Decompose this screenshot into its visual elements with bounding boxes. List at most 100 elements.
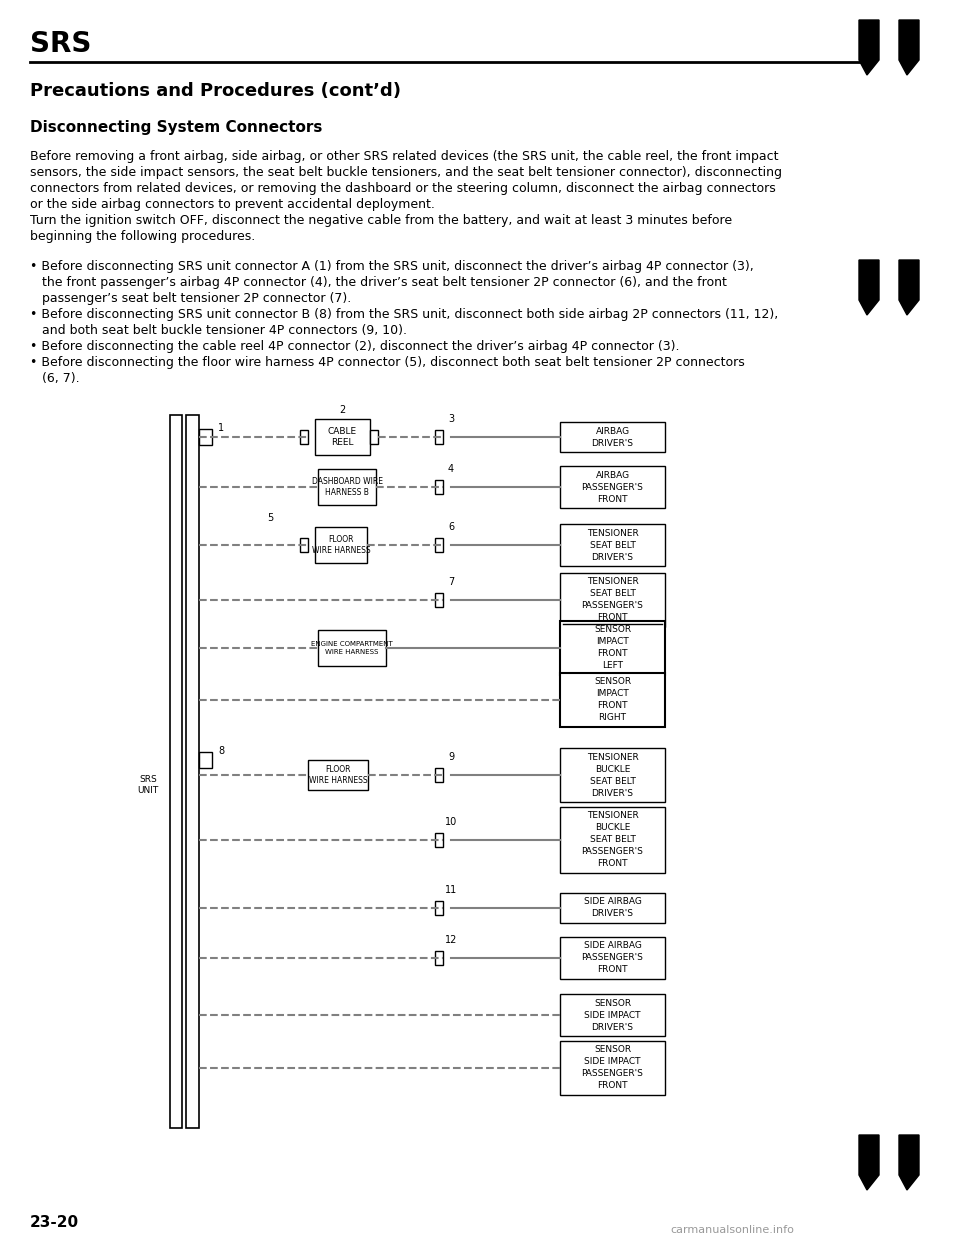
Text: DRIVER'S: DRIVER'S [591,438,634,447]
Bar [435,592,443,607]
Text: SIDE AIRBAG: SIDE AIRBAG [584,898,641,907]
Text: PASSENGER'S: PASSENGER'S [582,954,643,963]
Text: 10: 10 [444,817,457,827]
Text: BUCKLE: BUCKLE [595,765,630,774]
Text: 7: 7 [448,578,454,587]
Text: IMPACT: IMPACT [596,689,629,698]
Bar [199,751,212,768]
Text: CABLE
REEL: CABLE REEL [327,427,356,447]
Text: RIGHT: RIGHT [598,713,627,723]
Text: DASHBOARD WIRE
HARNESS B: DASHBOARD WIRE HARNESS B [311,477,382,497]
Text: FLOOR
WIRE HARNESS: FLOOR WIRE HARNESS [309,765,368,785]
Text: 23-20: 23-20 [30,1215,79,1230]
Bar [315,527,367,563]
Text: AIRBAG: AIRBAG [595,471,630,479]
Bar [560,748,665,802]
Polygon shape [899,20,919,75]
Text: and both seat belt buckle tensioner 4P connectors (9, 10).: and both seat belt buckle tensioner 4P c… [30,324,407,337]
Text: the front passenger’s airbag 4P connector (4), the driver’s seat belt tensioner : the front passenger’s airbag 4P connecto… [30,276,727,289]
Bar [318,630,386,666]
Text: Disconnecting System Connectors: Disconnecting System Connectors [30,120,323,135]
Bar [315,419,370,455]
Text: ENGINE COMPARTMENT
WIRE HARNESS: ENGINE COMPARTMENT WIRE HARNESS [311,642,393,655]
Bar [560,466,665,508]
Bar [435,538,443,551]
Text: 1: 1 [218,424,224,433]
Text: SENSOR: SENSOR [594,999,631,1007]
Text: beginning the following procedures.: beginning the following procedures. [30,230,255,243]
Text: connectors from related devices, or removing the dashboard or the steering colum: connectors from related devices, or remo… [30,183,776,195]
Text: 4: 4 [448,465,454,474]
Text: passenger’s seat belt tensioner 2P connector (7).: passenger’s seat belt tensioner 2P conne… [30,292,351,306]
Bar [300,538,308,551]
Bar [370,430,378,443]
Text: (6, 7).: (6, 7). [30,373,80,385]
Bar [300,430,308,443]
Bar [560,1041,665,1095]
Text: TENSIONER: TENSIONER [587,753,638,761]
Text: 6: 6 [448,522,454,532]
Text: FRONT: FRONT [597,1082,628,1090]
Text: Precautions and Procedures (cont’d): Precautions and Procedures (cont’d) [30,82,401,101]
Bar [560,893,665,923]
Polygon shape [859,1135,879,1190]
Bar [560,994,665,1036]
Text: PASSENGER'S: PASSENGER'S [582,601,643,611]
Text: SEAT BELT: SEAT BELT [589,590,636,599]
Text: SEAT BELT: SEAT BELT [589,540,636,549]
Text: DRIVER'S: DRIVER'S [591,553,634,561]
Bar [435,479,443,494]
Text: IMPACT: IMPACT [596,637,629,647]
Text: Turn the ignition switch OFF, disconnect the negative cable from the battery, an: Turn the ignition switch OFF, disconnect… [30,214,732,227]
Text: FRONT: FRONT [597,494,628,503]
Polygon shape [899,260,919,315]
Text: FRONT: FRONT [597,859,628,868]
Polygon shape [859,20,879,75]
Bar [560,524,665,566]
Text: TENSIONER: TENSIONER [587,811,638,821]
Bar [435,833,443,847]
Bar [308,760,368,790]
Text: SENSOR: SENSOR [594,626,631,635]
Bar [199,428,212,445]
Text: TENSIONER: TENSIONER [587,578,638,586]
Text: • Before disconnecting the floor wire harness 4P connector (5), disconnect both : • Before disconnecting the floor wire ha… [30,356,745,369]
Text: SENSOR: SENSOR [594,677,631,687]
Bar [435,951,443,965]
Text: FRONT: FRONT [597,614,628,622]
Text: FRONT: FRONT [597,965,628,975]
Text: LEFT: LEFT [602,662,623,671]
Bar [560,807,665,873]
Text: FRONT: FRONT [597,650,628,658]
Bar [435,900,443,915]
Text: SEAT BELT: SEAT BELT [589,836,636,845]
Polygon shape [899,1135,919,1190]
Text: Before removing a front airbag, side airbag, or other SRS related devices (the S: Before removing a front airbag, side air… [30,150,779,163]
Bar [560,422,665,452]
Text: 2: 2 [339,405,346,415]
Text: SEAT BELT: SEAT BELT [589,776,636,785]
Bar [170,415,182,1128]
Bar [560,621,665,674]
Text: FRONT: FRONT [597,702,628,710]
Text: SRS
UNIT: SRS UNIT [137,775,158,795]
Text: PASSENGER'S: PASSENGER'S [582,1069,643,1078]
Text: DRIVER'S: DRIVER'S [591,1022,634,1032]
Text: • Before disconnecting SRS unit connector B (8) from the SRS unit, disconnect bo: • Before disconnecting SRS unit connecto… [30,308,779,320]
Polygon shape [859,260,879,315]
Text: 3: 3 [448,414,454,424]
Text: SIDE IMPACT: SIDE IMPACT [585,1011,640,1020]
Text: 12: 12 [444,935,457,945]
Text: PASSENGER'S: PASSENGER'S [582,847,643,857]
Bar [435,430,443,443]
Text: carmanualsonline.info: carmanualsonline.info [670,1225,794,1235]
Bar [560,936,665,979]
Text: • Before disconnecting the cable reel 4P connector (2), disconnect the driver’s : • Before disconnecting the cable reel 4P… [30,340,680,353]
Text: 11: 11 [444,886,457,895]
Text: 5: 5 [267,513,274,523]
Bar [560,673,665,727]
Text: • Before disconnecting SRS unit connector A (1) from the SRS unit, disconnect th: • Before disconnecting SRS unit connecto… [30,260,754,273]
Text: SIDE IMPACT: SIDE IMPACT [585,1057,640,1067]
Bar [318,469,376,505]
Text: BUCKLE: BUCKLE [595,823,630,832]
